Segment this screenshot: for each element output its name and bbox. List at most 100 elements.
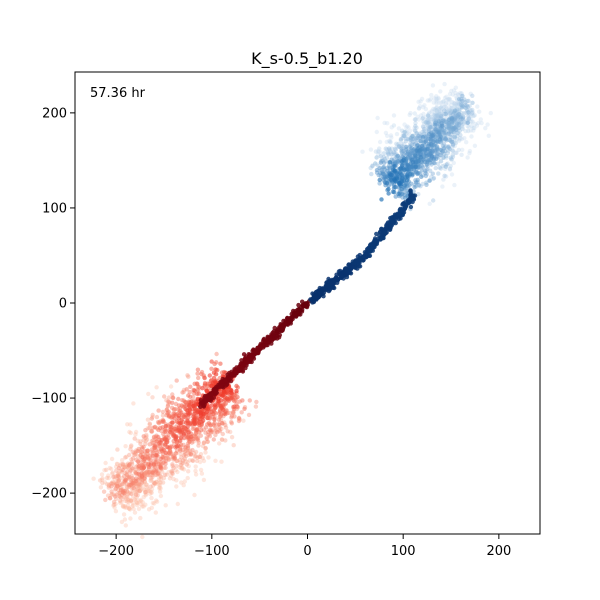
scatter-point — [109, 481, 114, 486]
scatter-point — [206, 421, 212, 426]
scatter-point — [410, 133, 415, 139]
scatter-point — [114, 492, 119, 497]
scatter-point — [433, 165, 438, 171]
scatter-point — [407, 128, 413, 133]
scatter-point — [443, 174, 449, 179]
scatter-point — [310, 291, 315, 296]
scatter-point — [432, 107, 437, 112]
scatter-point — [178, 438, 183, 443]
scatter-point — [439, 123, 445, 128]
scatter-point — [400, 145, 405, 150]
scatter-point — [431, 118, 437, 123]
scatter-point — [391, 113, 397, 118]
scatter-point — [122, 480, 127, 485]
scatter-point — [147, 470, 152, 475]
scatter-point — [380, 171, 385, 176]
scatter-point — [143, 441, 148, 447]
scatter-point — [111, 502, 117, 507]
scatter-point — [156, 475, 162, 480]
scatter-point — [170, 392, 175, 397]
scatter-point — [162, 459, 167, 464]
scatter-point — [236, 368, 242, 373]
scatter-point — [121, 512, 127, 517]
scatter-point — [109, 489, 114, 494]
scatter-point — [387, 146, 392, 151]
scatter-point — [331, 277, 336, 283]
scatter-point — [416, 192, 421, 197]
scatter-point — [421, 121, 427, 126]
scatter-point — [118, 485, 124, 490]
scatter-point — [192, 492, 197, 498]
scatter-point — [443, 105, 449, 110]
scatter-point — [449, 99, 455, 105]
scatter-point — [126, 484, 131, 489]
scatter-point — [232, 414, 237, 419]
scatter-point — [456, 119, 462, 125]
scatter-point — [450, 148, 456, 154]
scatter-point — [471, 128, 476, 133]
scatter-point — [175, 501, 180, 507]
scatter-point — [468, 113, 474, 118]
scatter-point — [129, 473, 134, 478]
scatter-point — [220, 437, 225, 442]
scatter-point — [447, 91, 453, 97]
scatter-point — [414, 125, 419, 130]
scatter-point — [127, 429, 132, 435]
scatter-point — [155, 419, 161, 425]
scatter-point — [219, 421, 225, 426]
scatter-point — [104, 467, 109, 472]
scatter-point — [433, 122, 438, 128]
x-tick-label: 100 — [391, 544, 416, 559]
scatter-point — [177, 465, 182, 470]
scatter-point — [148, 463, 153, 468]
scatter-point — [121, 504, 126, 509]
scatter-point — [161, 460, 166, 465]
scatter-point — [110, 479, 115, 484]
scatter-point — [114, 481, 120, 486]
scatter-point — [483, 126, 488, 131]
scatter-point — [434, 106, 439, 111]
scatter-point — [381, 151, 386, 156]
scatter-point — [413, 135, 418, 141]
scatter-point — [138, 484, 143, 490]
scatter-point — [424, 182, 429, 187]
scatter-point — [343, 271, 348, 277]
scatter-point — [455, 137, 460, 142]
scatter-point — [157, 480, 162, 485]
scatter-point — [118, 495, 123, 500]
scatter-point — [475, 104, 480, 109]
scatter-point — [449, 125, 454, 130]
scatter-point — [140, 504, 145, 509]
scatter-point — [121, 490, 126, 496]
scatter-point — [219, 426, 224, 431]
scatter-point — [440, 103, 445, 109]
scatter-point — [169, 444, 174, 449]
scatter-point — [108, 496, 113, 501]
scatter-point — [211, 375, 217, 381]
scatter-point — [472, 125, 477, 131]
scatter-point — [107, 465, 113, 471]
scatter-point — [148, 478, 153, 483]
scatter-point — [141, 483, 146, 488]
scatter-point — [434, 101, 439, 106]
scatter-point — [455, 130, 460, 136]
scatter-point — [174, 378, 179, 383]
scatter-point — [106, 483, 112, 489]
scatter-point — [166, 457, 172, 462]
scatter-point — [134, 476, 139, 481]
scatter-point — [116, 483, 122, 488]
scatter-point — [431, 198, 436, 203]
scatter-point — [438, 115, 443, 120]
scatter-point — [453, 110, 458, 116]
scatter-point — [170, 400, 175, 405]
scatter-point — [237, 417, 242, 422]
scatter-point — [385, 147, 390, 152]
scatter-point — [116, 465, 122, 471]
scatter-point — [440, 184, 445, 189]
scatter-point — [156, 421, 161, 426]
scatter-point — [166, 395, 172, 400]
scatter-point — [446, 107, 451, 113]
scatter-point — [398, 166, 404, 171]
scatter-point — [113, 501, 118, 507]
scatter-point — [177, 428, 183, 434]
